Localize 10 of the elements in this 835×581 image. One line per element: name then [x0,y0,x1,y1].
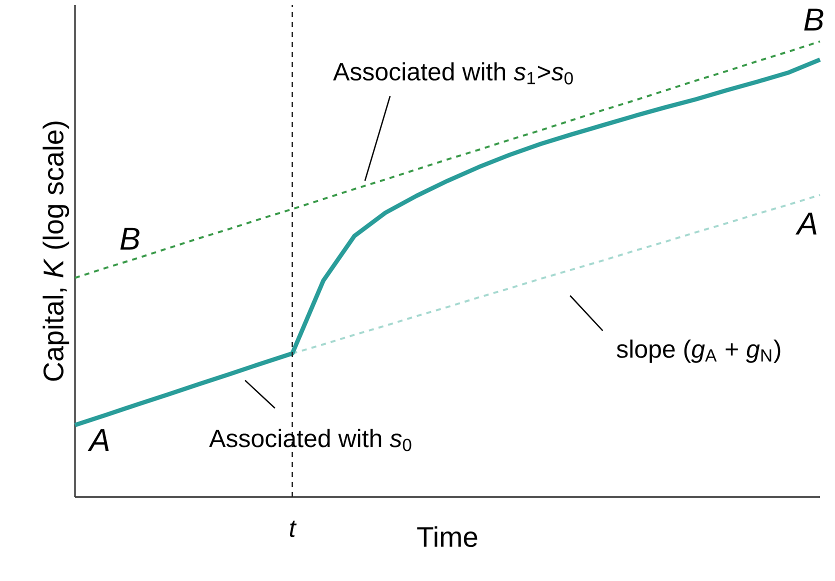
text: t [290,520,297,538]
annotation: A [795,212,816,235]
annotation: Associated with s$_{1}$>s$_{0}$ [333,62,573,84]
annotation: B [120,228,140,250]
annotation: Associated with s$_{0}$ [209,428,412,452]
y-axis-title: Capital, K (log scale) [42,122,70,381]
x-axis-title: Time [417,526,478,548]
annotation: A [88,429,109,451]
annotation: slope (g$_{A}$ + g$_{N}$) [616,340,780,363]
text: B [804,8,824,30]
